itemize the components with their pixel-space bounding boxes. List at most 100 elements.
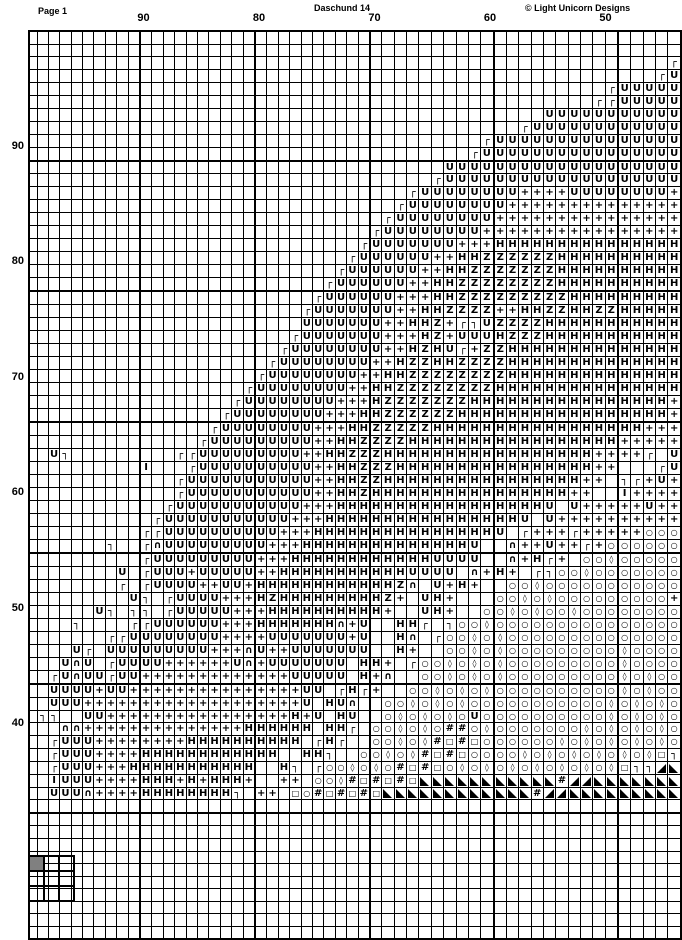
stitch-cell[interactable]: H xyxy=(290,710,301,723)
stitch-cell[interactable]: U xyxy=(335,645,346,658)
stitch-cell[interactable] xyxy=(382,174,394,187)
stitch-cell[interactable]: ○ xyxy=(506,736,518,749)
stitch-cell[interactable] xyxy=(128,331,140,344)
stitch-cell[interactable] xyxy=(456,147,468,161)
stitch-cell[interactable]: H xyxy=(605,396,618,409)
stitch-cell[interactable] xyxy=(197,278,208,292)
stitch-cell[interactable]: U xyxy=(197,606,208,619)
stitch-cell[interactable]: U xyxy=(71,698,82,711)
stitch-cell[interactable] xyxy=(163,239,174,252)
stitch-cell[interactable] xyxy=(313,174,324,187)
stitch-cell[interactable]: Z xyxy=(481,357,494,370)
stitch-cell[interactable] xyxy=(71,134,82,147)
stitch-cell[interactable]: U xyxy=(290,475,301,488)
stitch-cell[interactable] xyxy=(152,278,163,292)
stitch-cell[interactable] xyxy=(220,357,231,370)
stitch-cell[interactable]: + xyxy=(668,514,681,527)
stitch-cell[interactable] xyxy=(82,567,93,580)
stitch-cell[interactable]: Z xyxy=(543,252,555,265)
stitch-cell[interactable]: ○ xyxy=(605,632,618,645)
stitch-cell[interactable]: H xyxy=(519,422,531,436)
stitch-cell[interactable] xyxy=(71,449,82,462)
stitch-cell[interactable] xyxy=(506,527,518,540)
stitch-cell[interactable] xyxy=(209,200,220,213)
stitch-cell[interactable] xyxy=(60,278,71,292)
stitch-cell[interactable]: Z xyxy=(494,318,507,331)
stitch-cell[interactable]: U xyxy=(543,121,555,134)
stitch-cell[interactable]: H xyxy=(456,527,468,540)
stitch-cell[interactable] xyxy=(186,278,197,292)
stitch-cell[interactable]: H xyxy=(301,540,312,554)
stitch-cell[interactable] xyxy=(494,540,507,554)
stitch-cell[interactable]: Z xyxy=(519,291,531,305)
stitch-cell[interactable]: + xyxy=(605,462,618,475)
stitch-cell[interactable]: U xyxy=(358,252,370,265)
stitch-cell[interactable]: H xyxy=(519,436,531,449)
stitch-cell[interactable]: + xyxy=(407,291,419,305)
stitch-cell[interactable]: H xyxy=(347,462,358,475)
stitch-cell[interactable]: H xyxy=(643,409,655,423)
stitch-cell[interactable]: U xyxy=(313,370,324,383)
stitch-cell[interactable]: ○ xyxy=(506,645,518,658)
stitch-cell[interactable] xyxy=(267,57,278,70)
stitch-cell[interactable]: U xyxy=(232,501,243,514)
stitch-cell[interactable] xyxy=(82,96,93,109)
stitch-cell[interactable]: U xyxy=(290,645,301,658)
stitch-cell[interactable]: U xyxy=(468,553,480,567)
stitch-cell[interactable] xyxy=(301,174,312,187)
stitch-cell[interactable] xyxy=(605,488,618,501)
stitch-cell[interactable]: H xyxy=(313,567,324,580)
stitch-cell[interactable] xyxy=(431,44,443,57)
stitch-cell[interactable]: H xyxy=(643,291,655,305)
stitch-cell[interactable]: ○ xyxy=(656,567,668,580)
stitch-cell[interactable]: ◊ xyxy=(631,710,643,723)
stitch-cell[interactable]: Z xyxy=(419,396,431,409)
stitch-cell[interactable] xyxy=(220,213,231,226)
stitch-cell[interactable]: H xyxy=(531,370,543,383)
stitch-cell[interactable]: H xyxy=(506,344,518,357)
stitch-cell[interactable]: ◊ xyxy=(580,723,592,736)
stitch-cell[interactable]: H xyxy=(506,488,518,501)
stitch-cell[interactable]: U xyxy=(232,527,243,540)
stitch-cell[interactable]: U xyxy=(668,134,681,147)
stitch-cell[interactable]: ┐ xyxy=(152,527,163,540)
stitch-cell[interactable]: H xyxy=(556,370,568,383)
stitch-cell[interactable] xyxy=(186,174,197,187)
stitch-cell[interactable] xyxy=(313,226,324,239)
stitch-cell[interactable] xyxy=(186,187,197,200)
stitch-cell[interactable]: H xyxy=(519,462,531,475)
stitch-cell[interactable] xyxy=(186,331,197,344)
stitch-cell[interactable]: U xyxy=(290,449,301,462)
stitch-cell[interactable] xyxy=(128,147,140,161)
stitch-cell[interactable] xyxy=(335,174,346,187)
stitch-cell[interactable]: + xyxy=(370,357,382,370)
stitch-cell[interactable] xyxy=(232,265,243,278)
stitch-cell[interactable] xyxy=(60,147,71,161)
stitch-cell[interactable]: H xyxy=(656,383,668,396)
stitch-cell[interactable]: Z xyxy=(382,462,394,475)
stitch-cell[interactable] xyxy=(543,70,555,83)
stitch-cell[interactable] xyxy=(38,344,49,357)
stitch-cell[interactable] xyxy=(163,96,174,109)
stitch-cell[interactable] xyxy=(278,83,289,96)
stitch-cell[interactable]: U xyxy=(631,96,643,109)
stitch-cell[interactable]: Z xyxy=(358,462,370,475)
stitch-cell[interactable] xyxy=(255,134,267,147)
stitch-cell[interactable]: H xyxy=(481,514,494,527)
stitch-cell[interactable]: U xyxy=(618,96,631,109)
stitch-cell[interactable]: + xyxy=(105,736,116,749)
stitch-cell[interactable]: U xyxy=(631,147,643,161)
stitch-cell[interactable]: U xyxy=(580,121,592,134)
stitch-cell[interactable] xyxy=(163,161,174,174)
stitch-cell[interactable] xyxy=(347,161,358,174)
stitch-cell[interactable]: ○ xyxy=(506,593,518,606)
stitch-cell[interactable]: H xyxy=(519,475,531,488)
stitch-cell[interactable]: + xyxy=(556,187,568,200)
stitch-cell[interactable] xyxy=(105,96,116,109)
stitch-cell[interactable] xyxy=(278,226,289,239)
stitch-cell[interactable] xyxy=(209,121,220,134)
stitch-cell[interactable] xyxy=(370,70,382,83)
stitch-cell[interactable] xyxy=(301,226,312,239)
stitch-cell[interactable] xyxy=(267,83,278,96)
stitch-cell[interactable]: H xyxy=(431,422,443,436)
